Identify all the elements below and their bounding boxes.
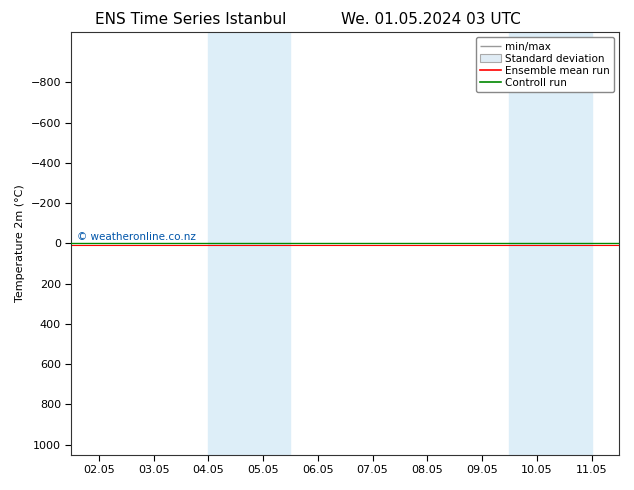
Text: We. 01.05.2024 03 UTC: We. 01.05.2024 03 UTC xyxy=(341,12,521,27)
Legend: min/max, Standard deviation, Ensemble mean run, Controll run: min/max, Standard deviation, Ensemble me… xyxy=(476,37,614,92)
Text: ENS Time Series Istanbul: ENS Time Series Istanbul xyxy=(94,12,286,27)
Text: © weatheronline.co.nz: © weatheronline.co.nz xyxy=(77,232,196,242)
Bar xyxy=(510,32,592,455)
Bar xyxy=(209,32,290,455)
Y-axis label: Temperature 2m (°C): Temperature 2m (°C) xyxy=(15,185,25,302)
